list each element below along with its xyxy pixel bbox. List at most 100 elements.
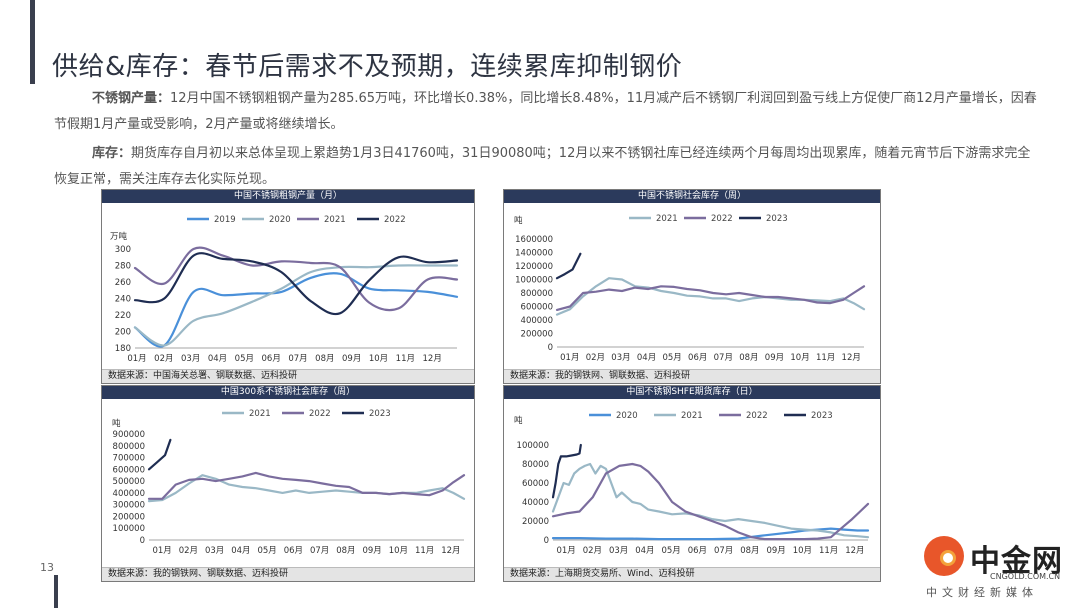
x-tick-label: 01月 (560, 353, 579, 363)
chart-panel-300-series-inventory: 中国300系不锈钢社会库存（周） 2021 2022 2023 吨 0 100000 200… (101, 385, 475, 582)
y-tick-label: 20000 (522, 517, 549, 527)
x-tick-label: 10月 (793, 546, 812, 556)
x-tick-label: 04月 (637, 353, 656, 363)
paragraph-inventory-label: 库存： (92, 146, 132, 161)
y-tick-label: 200000 (113, 512, 145, 522)
x-tick-label: 07月 (310, 546, 329, 556)
chart-panel-shfe-futures-inventory: 中国不锈钢SHFE期货库存（日） 2020 2021 2022 2023 吨 0 20000… (503, 385, 881, 582)
x-tick-label: 12月 (423, 354, 442, 364)
x-tick-label: 03月 (181, 354, 200, 364)
title-accent-bar (30, 0, 35, 84)
y-tick-label: 220 (115, 311, 131, 321)
chart-crude-steel-output: 2019 2020 2021 2022 万吨 180 200 220 240 260 280 300 0… (110, 215, 459, 364)
y-tick-label: 280 (115, 262, 131, 272)
x-tick-label: 07月 (288, 354, 307, 364)
logo-url: CNGOLD.COM.CN (990, 572, 1061, 581)
legend-label: 2021 (324, 215, 346, 225)
series-line-2022 (147, 471, 466, 500)
series-line-2022 (133, 252, 459, 316)
x-tick-label: 10月 (369, 354, 388, 364)
page-title: 供给&库存：春节后需求不及预期，连续累库抑制钢价 (52, 52, 683, 82)
legend-label: 2023 (811, 411, 833, 421)
series-line-2023 (551, 443, 582, 499)
y-tick-label: 260 (115, 278, 131, 288)
chart-title: 中国不锈钢SHFE期货库存（日） (504, 386, 880, 399)
y-tick-label: 300 (115, 245, 131, 255)
x-tick-label: 10月 (790, 353, 809, 363)
x-tick-label: 09月 (766, 546, 785, 556)
chart-panel-social-inventory: 中国不锈钢社会库存（周） 2021 2022 2023 吨 0 200000 400000 6… (503, 189, 881, 384)
x-tick-label: 12月 (441, 546, 460, 556)
series-line-2022 (555, 285, 866, 311)
x-tick-label: 05月 (661, 546, 680, 556)
chart-source: 数据来源：我的钢铁网、钢联数据、迈科投研 (504, 369, 880, 383)
x-tick-label: 02月 (154, 354, 173, 364)
y-tick-label: 100000 (517, 441, 549, 451)
chart-source: 数据来源：中国海关总署、钢联数据、迈科投研 (102, 369, 474, 383)
series-line-2020 (133, 264, 459, 347)
x-tick-label: 01月 (152, 546, 171, 556)
series-line-2021 (551, 462, 870, 539)
legend-label: 2022 (711, 214, 733, 224)
series-line-2023 (147, 438, 172, 471)
y-tick-label: 40000 (522, 498, 549, 508)
x-tick-label: 05月 (257, 546, 276, 556)
legend-label: 2021 (249, 409, 271, 419)
x-tick-label: 09月 (765, 353, 784, 363)
series-line-2021 (147, 474, 466, 503)
x-tick-label: 05月 (662, 353, 681, 363)
y-tick-label: 200 (115, 328, 131, 338)
series-line-2021 (555, 277, 866, 316)
y-tick-label: 600000 (521, 303, 553, 313)
y-tick-label: 1200000 (515, 262, 553, 272)
x-tick-label: 08月 (740, 546, 759, 556)
logo-name: 中金网 (970, 544, 1063, 579)
chart-title: 中国不锈钢社会库存（周） (504, 190, 880, 203)
footer-accent-bar (54, 575, 58, 608)
chart-panel-crude-steel-output: 中国不锈钢粗钢产量（月） 2019 2020 2021 2022 万吨 180 200 220… (101, 189, 475, 384)
x-tick-label: 04月 (635, 546, 654, 556)
y-tick-label: 1400000 (515, 249, 553, 259)
y-tick-label: 100000 (113, 524, 145, 534)
series-line-2021 (133, 246, 459, 312)
legend-label: 2021 (681, 411, 703, 421)
y-tick-label: 0 (548, 343, 553, 353)
x-tick-label: 08月 (315, 354, 334, 364)
chart-shfe-futures-inventory: 2020 2021 2022 2023 吨 0 20000 40000 60000 80000 10… (514, 411, 870, 556)
y-tick-label: 200000 (521, 330, 553, 340)
y-tick-label: 400000 (113, 489, 145, 499)
legend-label: 2023 (766, 214, 788, 224)
paragraph-output: 不锈钢产量：12月中国不锈钢粗钢产量为285.65万吨，环比增长0.38%，同比… (54, 86, 1039, 138)
legend-label: 2022 (309, 409, 331, 419)
x-tick-label: 11月 (819, 546, 838, 556)
x-tick-label: 11月 (415, 546, 434, 556)
x-tick-label: 11月 (816, 353, 835, 363)
paragraph-inventory: 库存：期货库存自月初以来总体呈现上累趋势1月3日41760吨，31日90080吨… (54, 141, 1039, 193)
y-axis-unit: 吨 (514, 415, 523, 426)
x-tick-label: 03月 (609, 546, 628, 556)
chart-source: 数据来源：我的钢铁网、钢联数据、迈科投研 (102, 567, 474, 581)
y-tick-label: 600000 (113, 465, 145, 475)
x-tick-label: 04月 (231, 546, 250, 556)
y-tick-label: 800000 (113, 442, 145, 452)
x-tick-label: 07月 (714, 546, 733, 556)
y-axis-unit: 万吨 (110, 231, 128, 242)
y-tick-label: 800000 (521, 289, 553, 299)
x-tick-label: 03月 (611, 353, 630, 363)
y-axis-unit: 吨 (112, 418, 121, 429)
x-tick-label: 06月 (688, 546, 707, 556)
x-tick-label: 04月 (208, 354, 227, 364)
y-tick-label: 180 (115, 344, 131, 354)
x-tick-label: 02月 (586, 353, 605, 363)
x-tick-label: 12月 (845, 546, 864, 556)
y-tick-label: 300000 (113, 501, 145, 511)
y-axis-unit: 吨 (514, 215, 523, 226)
paragraph-output-text: 12月中国不锈钢粗钢产量为285.65万吨，环比增长0.38%，同比增长8.48… (54, 91, 1037, 132)
x-tick-label: 02月 (179, 546, 198, 556)
legend-label: 2023 (369, 409, 391, 419)
y-tick-label: 240 (115, 295, 131, 305)
y-tick-label: 900000 (113, 430, 145, 440)
x-tick-label: 07月 (714, 353, 733, 363)
x-tick-label: 08月 (739, 353, 758, 363)
